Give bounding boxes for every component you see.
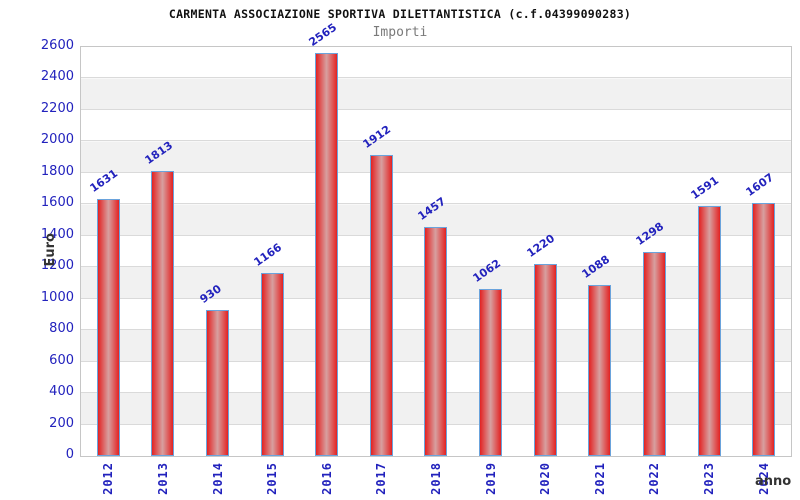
bar [369, 155, 393, 456]
y-tick-label: 2000 [40, 132, 74, 148]
x-tick-label: 2020 [538, 462, 553, 495]
gridline [81, 140, 791, 142]
x-tick-label: 2012 [101, 462, 116, 495]
x-tick-wrap: 2014 [190, 456, 245, 495]
bar-slot: 1088 2021 [572, 47, 627, 495]
x-tick-label: 2018 [428, 462, 443, 495]
x-tick-wrap: 2019 [463, 456, 518, 495]
bar-slot: 1298 2022 [627, 47, 682, 495]
y-tick-label: 1800 [40, 163, 74, 179]
x-tick-label: 2016 [319, 462, 334, 495]
x-tick-wrap: 2018 [409, 456, 464, 495]
x-tick-label: 2022 [647, 462, 662, 495]
y-tick-label: 0 [65, 447, 74, 462]
x-tick-label: 2023 [702, 462, 716, 495]
gridline [81, 171, 791, 173]
bar [752, 203, 776, 456]
bar-slot: 1631 2012 [81, 47, 136, 495]
bar-value-label: 1298 [633, 219, 667, 248]
bar-value-label: 1631 [87, 167, 121, 196]
y-tick-label: 2600 [40, 38, 74, 53]
bars-container: 1631 2012 1813 2013 930 2014 1166 2015 2565 2016 1… [81, 20, 791, 495]
x-tick-label: 2017 [374, 462, 389, 495]
bar-slot: 1912 2017 [354, 47, 409, 495]
bar-value-label: 1166 [251, 240, 285, 269]
bar-slot: 1457 2018 [409, 47, 464, 495]
bar [206, 309, 230, 456]
x-tick-label: 2021 [592, 462, 607, 495]
bar-slot: 930 2014 [190, 47, 245, 495]
x-tick-label: 2015 [265, 462, 280, 495]
bar [697, 205, 721, 456]
bar-value-label: 1457 [415, 194, 449, 223]
bar [315, 52, 339, 456]
bar-value-label: 1813 [142, 138, 175, 167]
x-axis-title: anno [755, 474, 792, 489]
gridline [81, 203, 791, 205]
chart-subtitle: Importi [372, 25, 428, 40]
bar [588, 284, 612, 456]
bar-slot: 1062 2019 [463, 47, 518, 495]
x-tick-wrap: 2023 [682, 456, 737, 495]
plot-area: 1631 2012 1813 2013 930 2014 1166 2015 2565 2016 1… [80, 20, 792, 495]
y-tick-label: 200 [49, 415, 74, 431]
x-tick-wrap: 2020 [518, 456, 573, 495]
bar-value-label: 1912 [360, 123, 394, 152]
y-axis-title: Euro [43, 233, 58, 267]
bar-value-label: 1607 [743, 171, 776, 200]
bar-slot: 1591 2023 [682, 47, 737, 495]
bar [424, 226, 448, 456]
bar [479, 288, 503, 456]
y-tick-label: 1600 [40, 195, 74, 211]
bar-value-label: 1591 [688, 173, 722, 202]
bar [642, 251, 666, 456]
x-tick-wrap: 2016 [299, 456, 354, 495]
x-tick-wrap: 2015 [245, 456, 300, 495]
y-axis: 0 200 400 600 800 1000 1200 1400 1600 1800 2000 220… [0, 38, 74, 462]
gridline [81, 108, 791, 110]
bar-value-label: 1062 [470, 256, 503, 285]
y-tick-label: 2400 [40, 69, 74, 85]
y-tick-label: 2200 [40, 100, 74, 116]
y-tick-label: 400 [49, 384, 74, 400]
bar [260, 272, 284, 456]
x-tick-wrap: 2022 [627, 456, 682, 495]
y-tick-label: 800 [49, 321, 74, 337]
bar-value-label: 1220 [524, 231, 558, 261]
y-tick-label: 1200 [40, 258, 74, 274]
bar-value-label: 1088 [579, 252, 612, 281]
x-tick-label: 2014 [210, 462, 225, 495]
x-tick-wrap: 2017 [354, 456, 409, 495]
bar-value-label: 930 [197, 281, 224, 306]
bar-slot: 1166 2015 [245, 47, 300, 495]
x-tick-label: 2013 [155, 462, 170, 495]
y-tick-label: 1400 [40, 226, 74, 242]
x-tick-wrap: 2021 [572, 456, 627, 495]
bar-slot: 1813 2013 [136, 47, 191, 495]
bar-slot: 1220 2020 [518, 47, 573, 495]
bar [96, 199, 120, 456]
y-tick-label: 600 [49, 352, 74, 368]
bar-slot: 2565 2016 [299, 20, 354, 495]
x-tick-wrap: 2012 [81, 456, 136, 495]
x-tick-wrap: 2013 [136, 456, 191, 495]
y-tick-label: 1000 [40, 289, 74, 305]
bar [151, 170, 175, 456]
bar-slot: 1607 2024 [736, 47, 791, 495]
chart-title: CARMENTA ASSOCIAZIONE SPORTIVA DILETTANT… [168, 7, 632, 21]
gridline [81, 77, 791, 79]
x-tick-label: 2019 [483, 462, 498, 495]
bar [533, 264, 557, 456]
